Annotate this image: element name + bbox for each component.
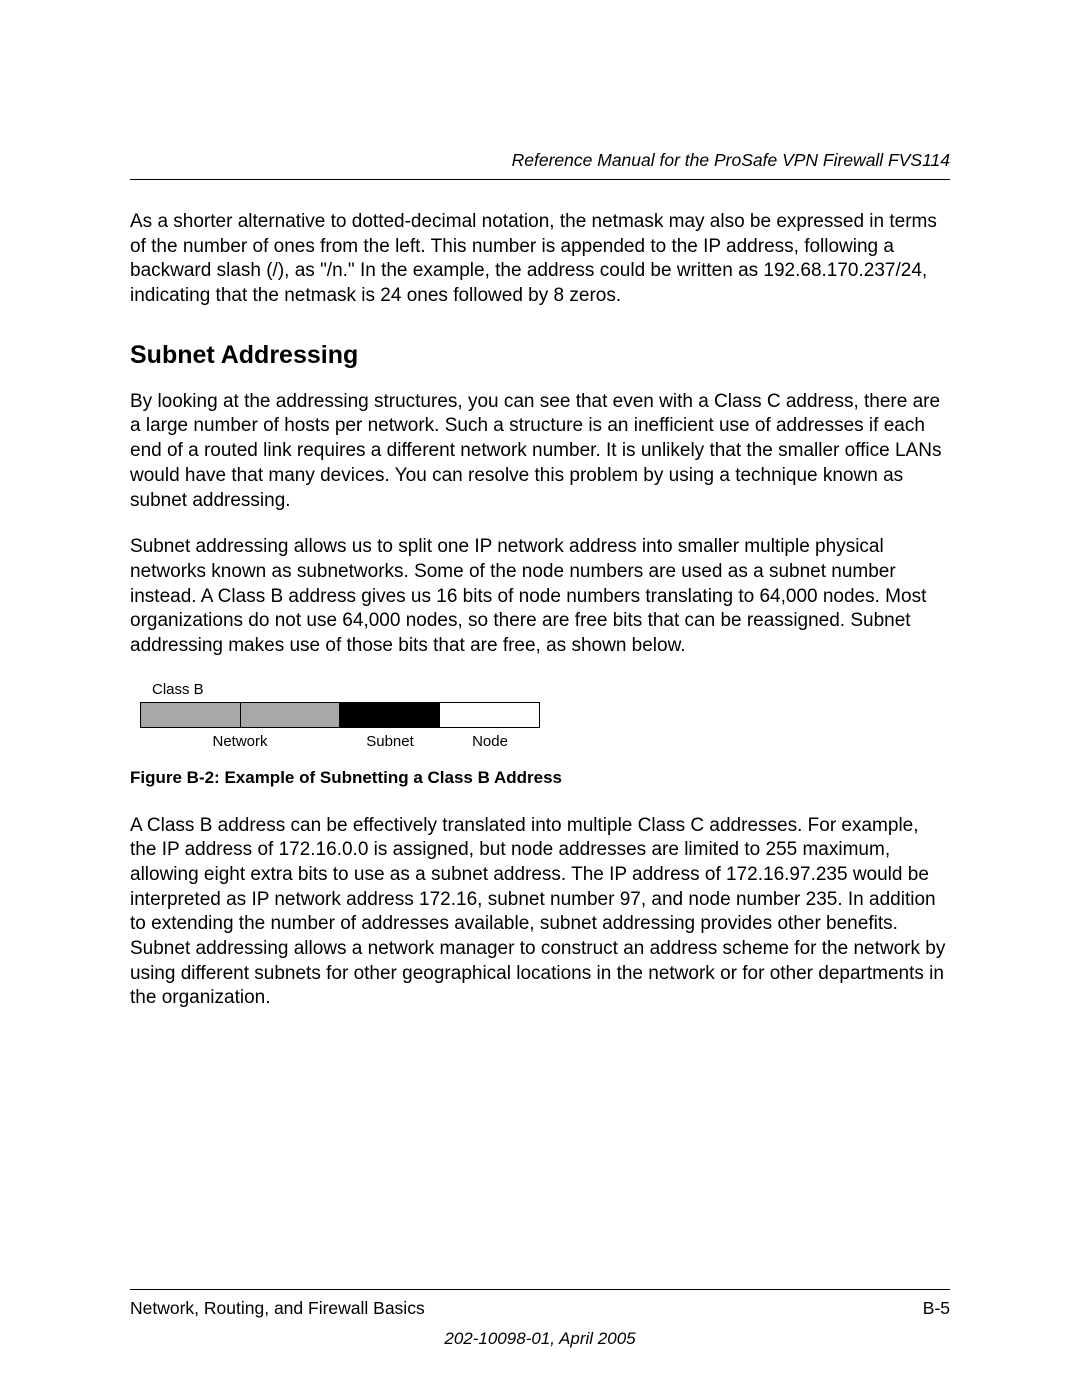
segment-network-2 bbox=[241, 703, 341, 727]
figure-caption: Figure B-2: Example of Subnetting a Clas… bbox=[130, 768, 950, 788]
paragraph-4: A Class B address can be effectively tra… bbox=[130, 814, 950, 1012]
page-footer: Network, Routing, and Firewall Basics B-… bbox=[130, 1289, 950, 1349]
segment-bar bbox=[140, 702, 540, 728]
section-heading: Subnet Addressing bbox=[130, 341, 950, 370]
classb-label: Class B bbox=[152, 681, 950, 698]
segment-node bbox=[440, 703, 540, 727]
segment-network-1 bbox=[141, 703, 241, 727]
footer-center: 202-10098-01, April 2005 bbox=[130, 1329, 950, 1349]
segment-subnet bbox=[340, 703, 440, 727]
paragraph-3: Subnet addressing allows us to split one… bbox=[130, 535, 950, 658]
segment-labels: Network Subnet Node bbox=[140, 733, 540, 750]
footer-row: Network, Routing, and Firewall Basics B-… bbox=[130, 1298, 950, 1319]
label-network: Network bbox=[140, 733, 340, 750]
document-page: Reference Manual for the ProSafe VPN Fir… bbox=[0, 0, 1080, 1397]
paragraph-1: As a shorter alternative to dotted-decim… bbox=[130, 210, 950, 309]
footer-left: Network, Routing, and Firewall Basics bbox=[130, 1298, 425, 1319]
header-rule bbox=[130, 179, 950, 180]
running-header: Reference Manual for the ProSafe VPN Fir… bbox=[130, 150, 950, 171]
paragraph-2: By looking at the addressing structures,… bbox=[130, 390, 950, 513]
footer-rule bbox=[130, 1289, 950, 1290]
label-node: Node bbox=[440, 733, 540, 750]
figure-b2: Class B Network Subnet Node bbox=[140, 681, 950, 750]
footer-right: B-5 bbox=[923, 1298, 950, 1319]
label-subnet: Subnet bbox=[340, 733, 440, 750]
